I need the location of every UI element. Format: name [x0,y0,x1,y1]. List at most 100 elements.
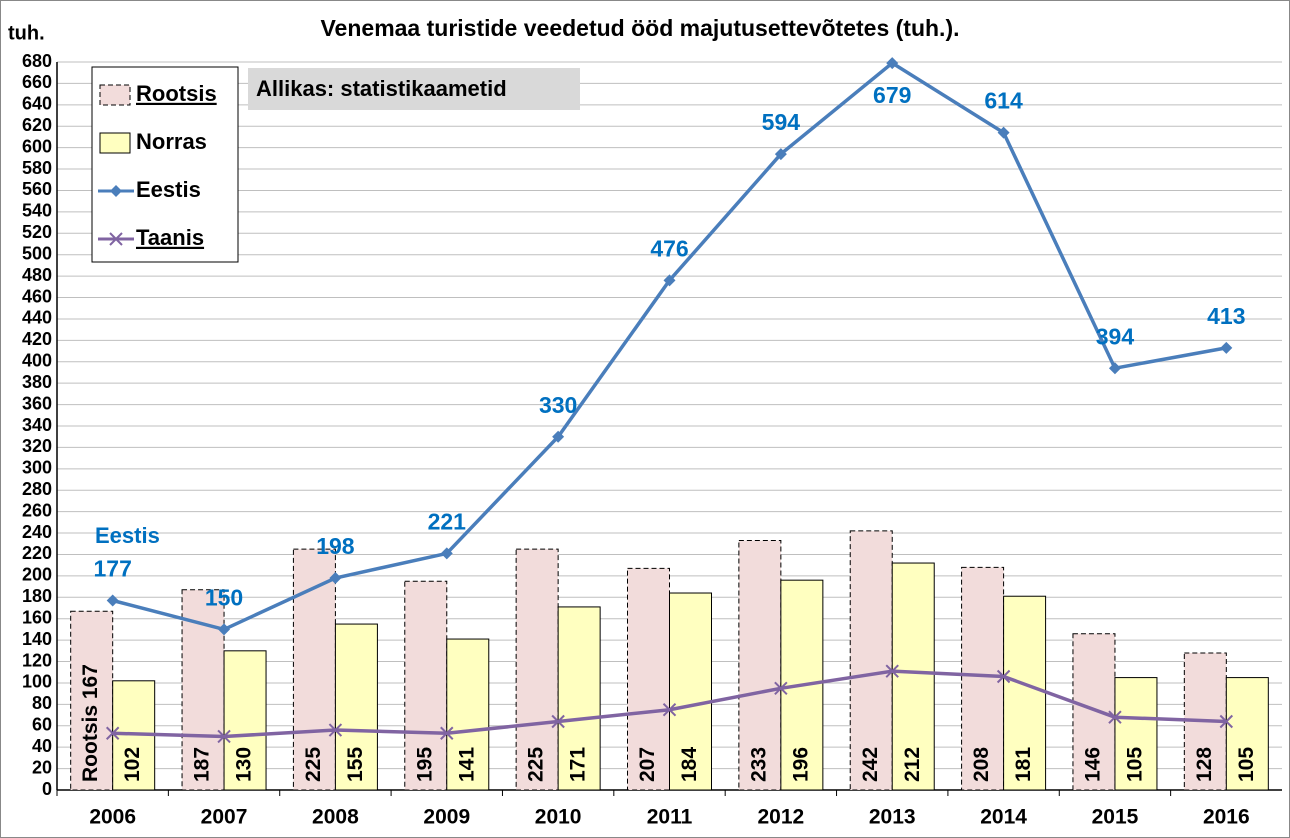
bar-value-label: 128 [1193,747,1216,782]
y-tick-label: 360 [22,393,52,413]
marker [218,623,231,636]
bar [334,623,378,791]
y-tick-label: 60 [32,715,52,735]
y-tick-label: 100 [22,672,52,692]
marker [106,594,119,607]
legend-label: Norras [136,129,207,154]
marker [997,126,1010,139]
bar-value-label: 141 [455,747,478,782]
y-tick-label: 460 [22,286,52,306]
marker [885,664,899,678]
bar [1003,595,1047,791]
marker [551,714,565,729]
annotation: Allikas: statistikaametid [256,76,507,101]
marker [1108,710,1122,724]
bar-value-label: 187 [191,747,214,782]
x-tick-label: 2012 [758,806,805,829]
line-value-label: 198 [316,533,355,559]
legend-label: Eestis [136,177,201,202]
bar [70,610,114,791]
y-tick-label: 260 [22,500,52,520]
marker [440,726,454,740]
line-value-label: 594 [762,109,801,135]
marker [552,430,565,443]
legend-swatch [99,132,131,154]
x-tick-label: 2014 [980,806,1027,829]
marker [329,572,342,585]
marker [1219,714,1234,729]
marker [328,723,343,737]
y-tick-label: 300 [22,458,52,478]
y-tick-label: 500 [22,243,52,263]
chart-title: Venemaa turistide veedetud ööd majutuset… [320,15,959,41]
y-tick-label: 40 [32,736,52,756]
legend-swatch [99,84,131,106]
y-tick-label: 520 [22,222,52,242]
line-value-label: 413 [1207,303,1245,329]
y-tick-label: 540 [22,201,52,221]
y-tick-label: 280 [22,479,52,499]
y-tick-label: 480 [22,265,52,285]
line-value-label: 476 [650,235,688,261]
bar-value-label: 207 [636,747,659,782]
marker [440,547,453,560]
y-tick-label: 200 [22,565,52,585]
bar [891,562,935,791]
bar [515,548,559,791]
legend-label: Taanis [136,225,204,250]
y-tick-label: 400 [22,351,52,371]
annotation: Eestis [95,523,160,548]
marker [886,57,899,70]
line-value-label: 394 [1096,323,1135,349]
legend-marker [109,232,123,246]
legend-marker [110,185,122,197]
x-tick-label: 2009 [423,806,470,829]
x-tick-label: 2016 [1203,806,1250,829]
y-tick-label: 680 [22,51,52,71]
bar-value-label: 225 [525,747,548,782]
bar-value-label: 146 [1082,747,1105,782]
bar-value-label: 242 [859,747,882,782]
x-tick-label: 2015 [1092,806,1139,829]
x-tick-label: 2007 [201,806,248,829]
y-tick-label: 420 [22,329,52,349]
bar-value-label: 105 [1235,747,1258,782]
marker [996,669,1011,684]
bar-value-label: 195 [413,747,436,782]
x-tick-label: 2013 [869,806,916,829]
legend-label: Rootsis [136,81,217,106]
bar-value-label: Rootsis 167 [79,664,102,782]
marker [1220,341,1233,354]
bar [1225,677,1269,791]
bar [627,567,670,791]
marker [217,729,231,744]
line-value-label: 221 [428,508,467,534]
bar [404,580,448,791]
bar [1114,677,1158,791]
bar [181,589,225,791]
bar-value-label: 208 [970,747,993,782]
y-tick-label: 240 [22,522,52,542]
y-tick-label: 340 [22,415,52,435]
marker [662,702,677,717]
x-tick-label: 2011 [647,806,693,829]
y-tick-label: 640 [22,94,52,114]
marker [774,148,787,161]
y-tick-label: 620 [22,115,52,135]
bar [1072,633,1116,791]
y-tick-label: 120 [22,650,52,670]
bar-value-label: 105 [1124,747,1147,782]
x-tick-label: 2006 [89,806,136,829]
line-value-label: 150 [205,584,243,610]
y-tick-label: 580 [22,158,52,178]
bar-value-label: 171 [567,747,590,782]
bar [223,650,267,791]
bar-value-label: 225 [302,747,325,782]
bar [669,592,712,791]
y-tick-label: 180 [22,586,52,606]
marker [663,274,676,287]
bar [849,530,893,791]
bar [738,540,782,791]
bar-value-label: 102 [121,747,144,782]
